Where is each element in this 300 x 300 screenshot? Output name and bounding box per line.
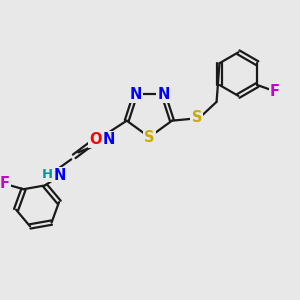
Text: H: H — [92, 132, 103, 145]
Text: F: F — [0, 176, 10, 191]
Text: N: N — [103, 132, 115, 147]
Text: N: N — [157, 87, 170, 102]
Text: S: S — [144, 130, 154, 145]
Text: N: N — [129, 87, 142, 102]
Text: H: H — [42, 168, 53, 181]
Text: F: F — [270, 84, 280, 99]
Text: S: S — [191, 110, 202, 125]
Text: N: N — [53, 168, 65, 183]
Text: O: O — [89, 132, 101, 147]
